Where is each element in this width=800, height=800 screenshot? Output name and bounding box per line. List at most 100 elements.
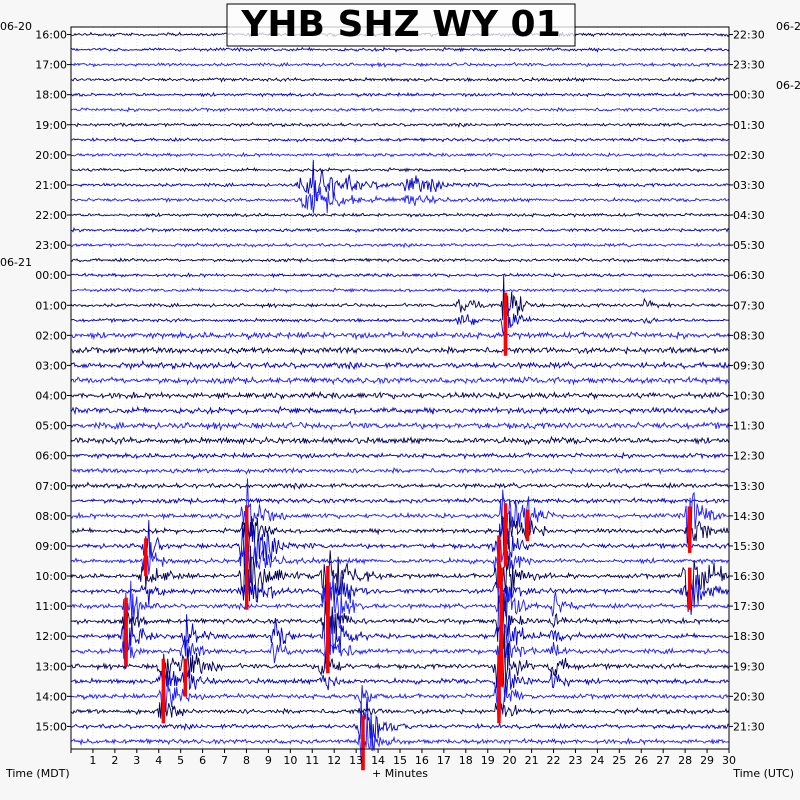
x-tick-label: 7 [221,754,228,767]
x-tick-label: 5 [177,754,184,767]
left-time-label: 10:00 [35,570,67,583]
right-time-label: 21:30 [733,720,765,733]
right-time-label: 09:30 [733,359,765,372]
clipped-segment [183,658,188,697]
left-axis-label: Time (MDT) [5,767,70,780]
trace-row [70,539,730,583]
trace-row [70,91,730,98]
x-tick-label: 15 [393,754,407,767]
x-tick-label: 4 [155,754,162,767]
x-tick-label: 9 [265,754,272,767]
clipped-segment [499,567,503,610]
left-date-label: 06-20 [0,20,32,33]
x-tick-label: 21 [525,754,539,767]
trace-row [70,701,730,719]
trace-row [70,435,730,446]
trace-row [70,76,730,83]
left-time-label: 16:00 [35,29,67,42]
title-box [226,3,576,47]
left-time-label: 17:00 [35,59,67,72]
clipped-segment [497,554,501,589]
right-time-label: 18:30 [733,630,765,643]
left-time-label: 09:00 [35,540,67,553]
trace-row [70,359,730,371]
left-date-label: 06-21 [0,256,32,269]
left-time-label: 20:00 [35,149,67,162]
x-tick-label: 12 [327,754,341,767]
clipped-segment [161,689,166,724]
trace-row [70,696,730,752]
left-time-label: 14:00 [35,690,67,703]
trace-row [70,375,730,386]
x-tick-label: 25 [612,754,626,767]
right-time-label: 19:30 [733,660,765,673]
trace-row [70,478,730,544]
trace-row [70,151,729,158]
x-tick-label: 18 [459,754,473,767]
trace-row [70,275,730,332]
right-time-label: 00:30 [733,89,765,102]
trace-row [70,516,730,568]
trace-row [70,295,730,336]
trace-row [70,451,730,460]
trace-row [70,626,730,671]
trace-row [70,166,730,174]
trace-row [70,574,730,615]
right-time-label: 15:30 [733,540,765,553]
x-tick-label: 27 [656,754,670,767]
clipped-segment [124,628,128,667]
trace-row [70,287,729,294]
right-time-label: 23:30 [733,59,765,72]
x-tick-label: 28 [678,754,692,767]
left-time-label: 06:00 [35,450,67,463]
left-time-label: 05:00 [35,420,67,433]
clipped-segment [499,643,503,685]
right-time-label: 20:30 [733,690,765,703]
x-tick-label: 23 [568,754,582,767]
left-time-label: 04:00 [35,390,67,403]
right-time-label: 07:30 [733,299,765,312]
right-time-label: 06:30 [733,269,765,282]
trace-row [71,226,730,233]
chart-title: YHB SHZ WY 01 [240,4,560,45]
trace-row [71,136,730,143]
trace-row [70,595,730,670]
x-tick-label: 19 [481,754,495,767]
clipped-segment [244,567,249,610]
x-tick-label: 26 [634,754,648,767]
left-time-label: 21:00 [35,179,67,192]
clipped-segment [497,689,501,724]
trace-row [70,184,730,214]
right-time-label: 02:30 [733,149,765,162]
clipped-segment [525,509,530,542]
right-date-label: 06-2 [776,79,800,92]
trace-row [70,659,730,702]
left-time-label: 13:00 [35,660,67,673]
trace-row [70,159,730,202]
trace-row [70,345,730,356]
right-time-label: 01:30 [733,119,765,132]
left-time-label: 18:00 [35,89,67,102]
right-date-label: 06-2 [776,20,800,33]
x-tick-label: 3 [133,754,140,767]
trace-row [70,590,730,643]
right-time-label: 22:30 [733,29,765,42]
clipped-segment [688,567,692,610]
x-tick-label: 13 [349,754,363,767]
right-time-label: 11:30 [733,420,765,433]
x-tick-label: 11 [305,754,319,767]
x-tick-label: 16 [415,754,429,767]
right-time-label: 05:30 [733,239,765,252]
left-time-label: 03:00 [35,359,67,372]
x-tick-label: 22 [547,754,561,767]
left-time-label: 07:00 [35,480,67,493]
x-tick-label: 2 [111,754,118,767]
right-time-label: 04:30 [733,209,765,222]
right-time-label: 03:30 [733,179,765,192]
clipped-segment [361,734,365,770]
x-tick-label: 6 [199,754,206,767]
clipped-segment [244,536,249,584]
left-time-label: 11:00 [35,600,67,613]
